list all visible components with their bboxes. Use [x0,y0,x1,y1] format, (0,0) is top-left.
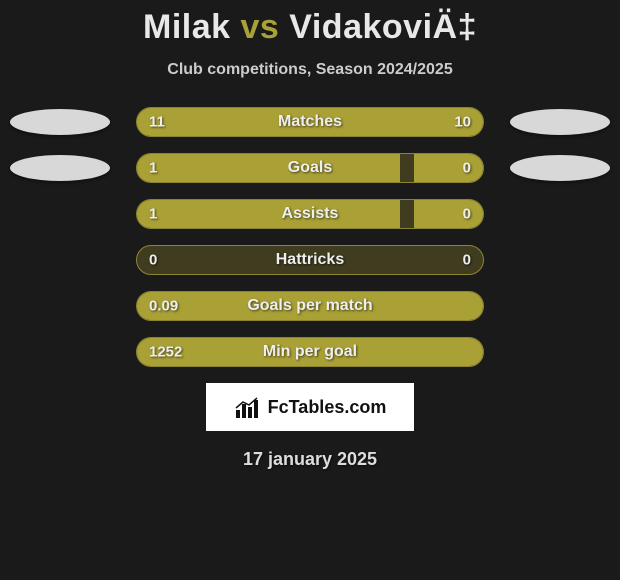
player-right-name: VidakoviÄ‡ [289,8,477,46]
stat-value-left: 11 [149,114,165,131]
stat-bar-track: Min per goal1252 [136,337,484,367]
stat-value-left: 1 [149,206,157,223]
stat-value-left: 0 [149,252,157,269]
stat-value-left: 1 [149,160,157,177]
stat-row: Goals per match0.09 [0,291,620,321]
player-left-name: Milak [143,8,231,46]
player-right-marker [510,109,610,135]
logo-text: FcTables.com [268,397,387,418]
comparison-chart: Matches1110Goals10Assists10Hattricks00Go… [0,107,620,367]
stat-bar-track: Goals per match0.09 [136,291,484,321]
logo-box: FcTables.com [206,383,414,431]
stat-bar-track: Assists1 0 [136,199,484,229]
stat-value-left: 0.09 [149,298,178,315]
stat-bar-track: Goals1 0 [136,153,484,183]
player-left-marker [10,155,110,181]
subtitle: Club competitions, Season 2024/2025 [0,61,620,79]
stat-label: Assists [137,205,483,223]
stat-label: Hattricks [137,251,483,269]
stat-bar-track: Matches11 10 [136,107,484,137]
bar-chart-icon [234,396,262,418]
player-left-marker [10,109,110,135]
player-right-marker [510,155,610,181]
header: Milak vs VidakoviÄ‡ Club competitions, S… [0,0,620,79]
stat-row: Assists1 0 [0,199,620,229]
stat-label: Min per goal [137,343,483,361]
stat-label: Goals [137,159,483,177]
stat-row: Min per goal1252 [0,337,620,367]
vs-separator: vs [241,8,280,46]
page-title: Milak vs VidakoviÄ‡ [0,8,620,47]
logo-suffix: .com [344,397,386,417]
logo-name: FcTables [268,397,345,417]
stat-row: Goals1 0 [0,153,620,183]
stat-label: Matches [137,113,483,131]
stat-value-left: 1252 [149,344,182,361]
stat-value-right: 0 [463,160,471,177]
stat-value-right: 0 [463,252,471,269]
stat-value-right: 10 [454,114,471,131]
stat-bar-track: Hattricks0 0 [136,245,484,275]
stat-row: Matches11 10 [0,107,620,137]
date-label: 17 january 2025 [0,449,620,470]
stat-value-right: 0 [463,206,471,223]
stat-row: Hattricks0 0 [0,245,620,275]
stat-label: Goals per match [137,297,483,315]
